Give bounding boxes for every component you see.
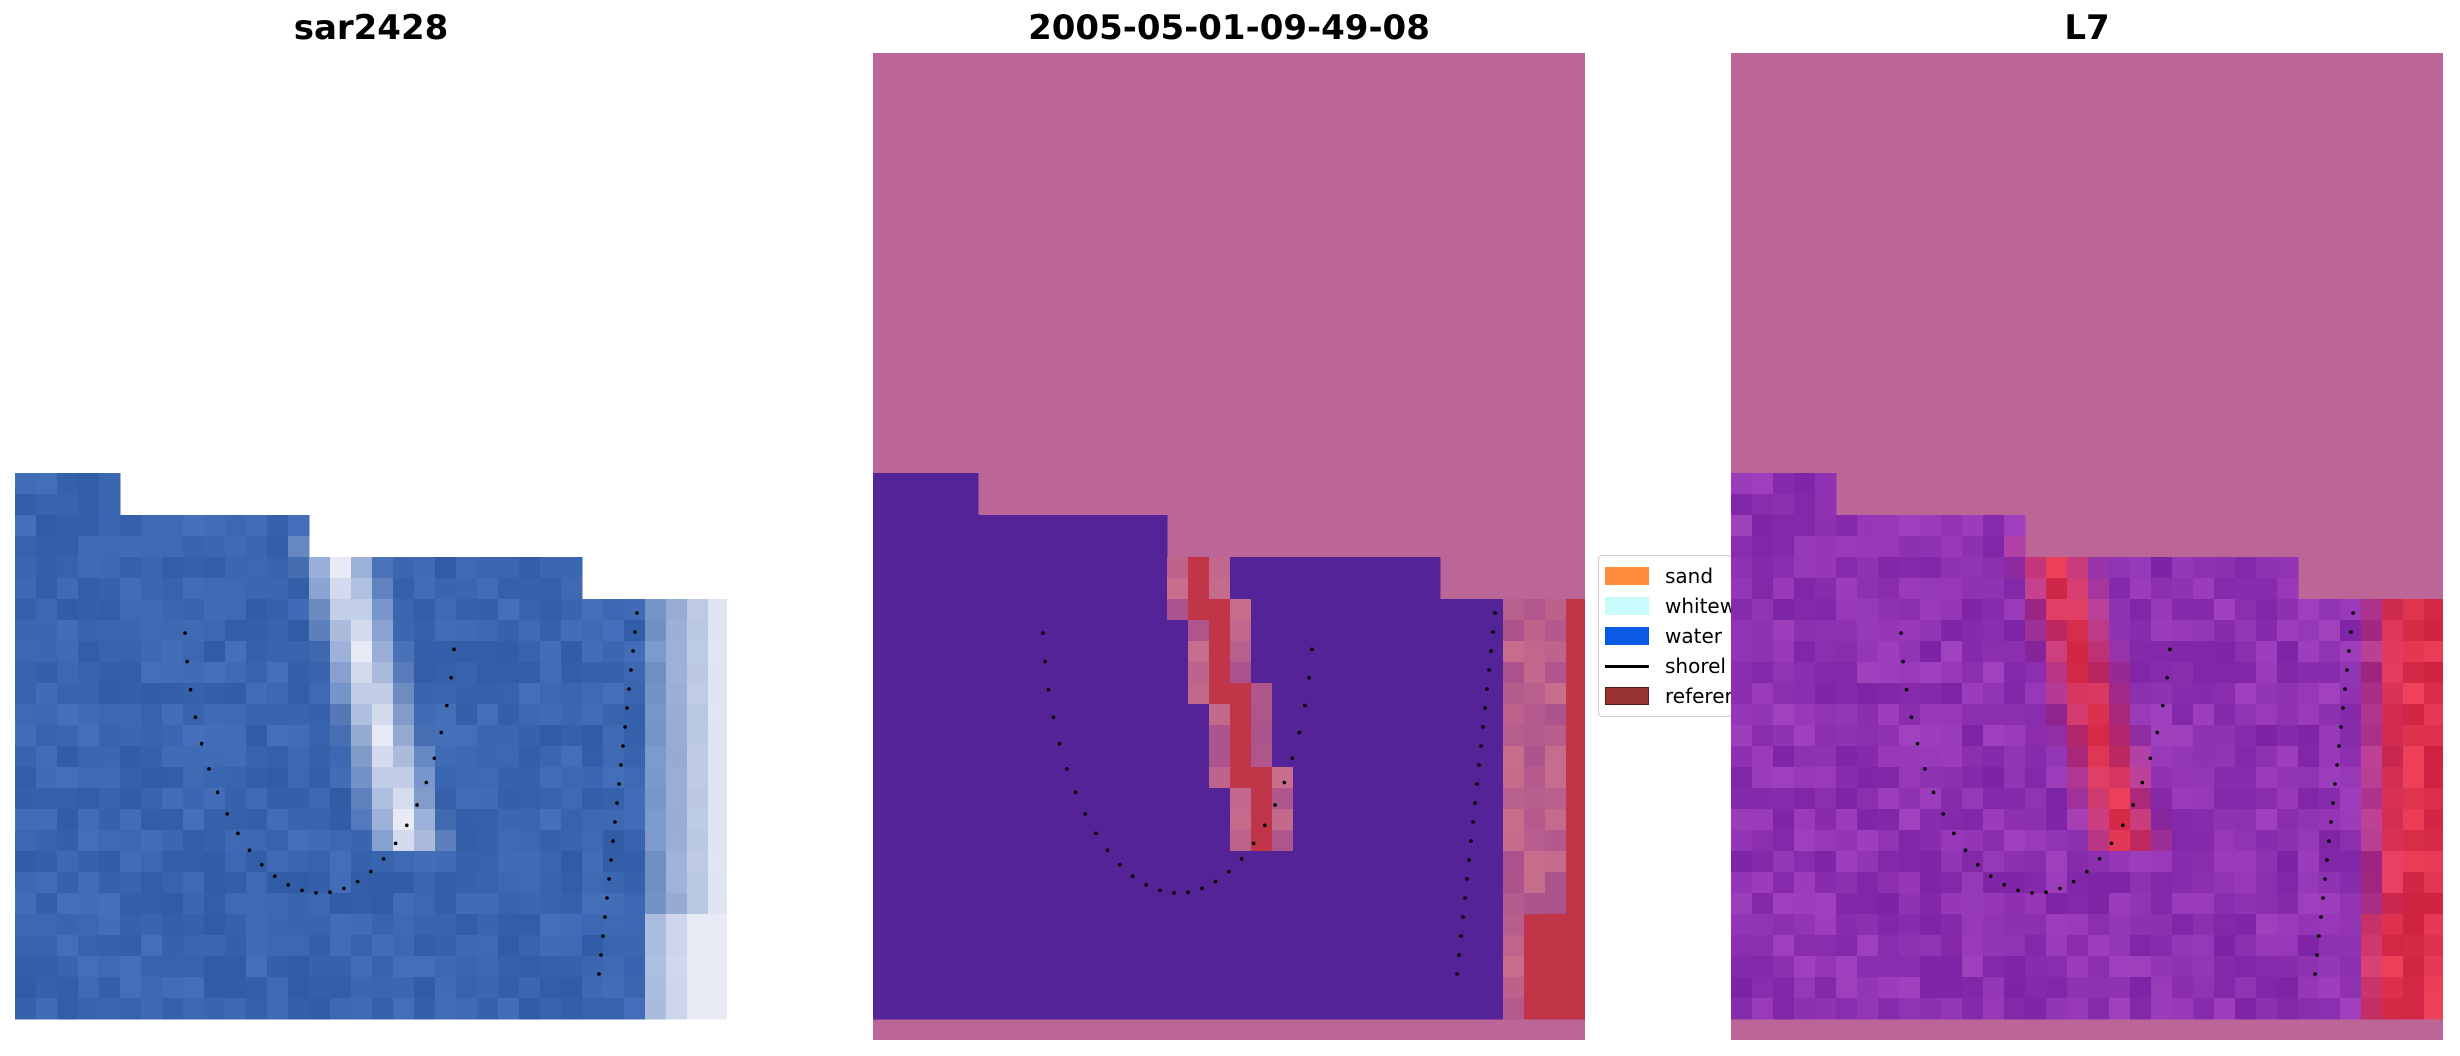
legend-item-sand: sand xyxy=(1605,562,1713,590)
legend-item-reference: referer xyxy=(1605,682,1732,710)
legend-swatch-whitewater xyxy=(1605,597,1649,615)
legend-label-shoreline: shorel xyxy=(1665,654,1726,678)
legend-swatch-water xyxy=(1605,627,1649,645)
legend-item-whitewater: whitew xyxy=(1605,592,1732,620)
probability-image xyxy=(1731,53,2443,1040)
legend-item-shoreline: shorel xyxy=(1605,652,1726,680)
legend-item-water: water xyxy=(1605,622,1722,650)
legend-label-reference: referer xyxy=(1665,684,1732,708)
classification-image xyxy=(873,53,1585,1040)
classification-panel xyxy=(873,53,1585,1040)
panel-title-sar2428: sar2428 xyxy=(293,8,449,48)
legend-swatch-sand xyxy=(1605,567,1649,585)
legend-label-whitewater: whitew xyxy=(1665,594,1732,618)
legend-swatch-reference xyxy=(1605,687,1649,705)
legend-label-water: water xyxy=(1665,624,1722,648)
satellite-image-panel xyxy=(15,53,727,1040)
probability-panel xyxy=(1731,53,2443,1040)
legend-line-shoreline xyxy=(1605,664,1649,668)
panel-title-date: 2005-05-01-09-49-08 xyxy=(1028,8,1430,48)
legend-label-sand: sand xyxy=(1665,564,1714,588)
satellite-image xyxy=(15,473,727,1020)
legend: sand whitew water shorel referer xyxy=(1598,555,1732,717)
panel-title-l7: L7 xyxy=(2064,8,2110,48)
